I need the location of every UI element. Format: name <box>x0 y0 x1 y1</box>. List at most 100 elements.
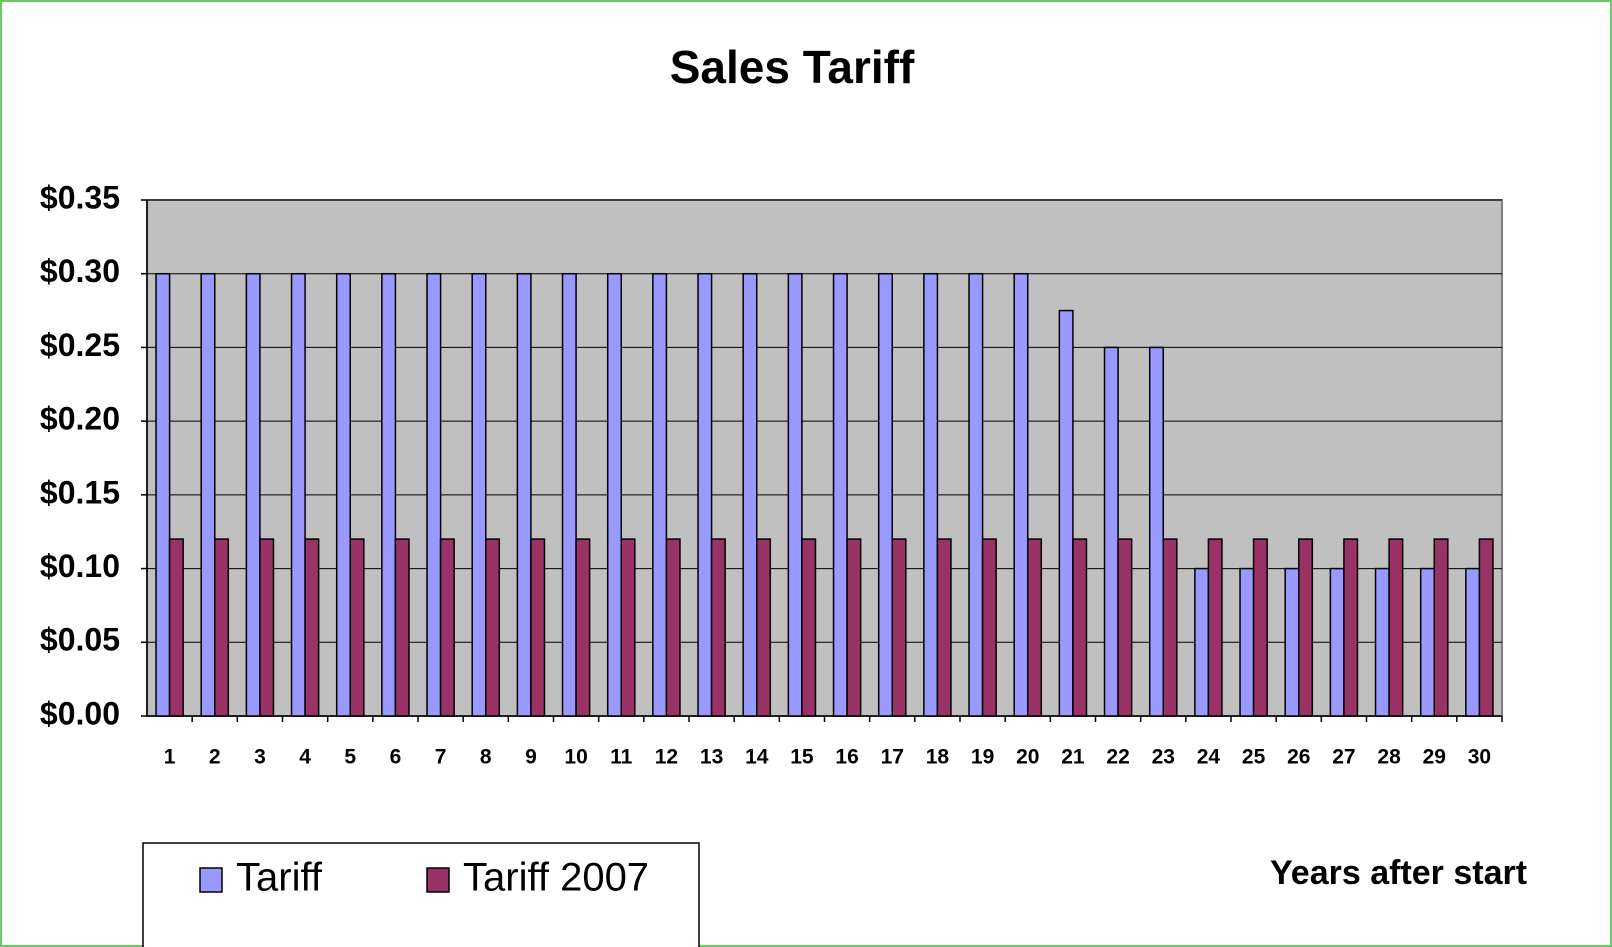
x-tick-label: 2 <box>209 746 221 769</box>
bar <box>891 538 907 717</box>
bar <box>1284 567 1300 717</box>
bar <box>168 538 184 717</box>
y-tick-label: $0.35 <box>40 179 120 215</box>
x-tick-label: 22 <box>1106 746 1129 769</box>
bar <box>335 272 352 717</box>
bar <box>846 538 862 717</box>
bar <box>1027 538 1043 717</box>
bar <box>1329 567 1345 717</box>
x-tick-label: 11 <box>610 746 633 769</box>
legend-label: Tariff 2007 <box>463 856 649 900</box>
x-tick-label: 8 <box>480 746 492 769</box>
bar <box>1013 272 1029 717</box>
bar <box>214 538 230 717</box>
legend-box <box>142 842 700 947</box>
x-tick-label: 5 <box>344 746 356 769</box>
x-tick-label: 28 <box>1377 746 1401 769</box>
y-tick-label: $0.20 <box>40 401 120 437</box>
bar <box>1433 538 1449 717</box>
bar <box>652 272 668 717</box>
bar <box>155 272 171 717</box>
bar <box>710 538 726 717</box>
bar <box>787 272 803 717</box>
bar <box>575 538 591 717</box>
bar <box>697 272 713 717</box>
x-tick-label: 16 <box>835 746 858 769</box>
bar <box>259 538 275 717</box>
bar <box>1478 538 1494 717</box>
chart-title: Sales Tariff <box>670 41 915 93</box>
bar <box>1343 538 1359 717</box>
bar <box>471 272 487 717</box>
y-tick-label: $0.15 <box>40 474 120 510</box>
bar <box>620 538 636 717</box>
x-tick-label: 9 <box>525 746 537 769</box>
x-tick-label: 12 <box>655 746 678 769</box>
x-tick-label: 13 <box>700 746 723 769</box>
legend-swatch <box>426 867 450 893</box>
bar <box>1072 538 1088 717</box>
bar <box>801 538 817 717</box>
bar <box>936 538 952 717</box>
x-tick-label: 17 <box>881 746 904 769</box>
bar <box>606 272 623 717</box>
x-tick-label: 4 <box>299 746 311 769</box>
legend-label: Tariff <box>236 856 323 900</box>
bar <box>290 272 306 717</box>
bar <box>1388 538 1404 717</box>
bar <box>756 538 772 717</box>
x-tick-label: 15 <box>790 746 814 769</box>
x-tick-label: 7 <box>435 746 447 769</box>
bar <box>439 538 455 717</box>
legend-swatch <box>199 867 223 893</box>
bar <box>877 272 894 717</box>
bar <box>1252 538 1268 717</box>
bar <box>832 272 848 717</box>
x-axis-label: Years after start <box>1270 854 1527 892</box>
bar <box>1162 538 1178 717</box>
bar <box>1148 346 1164 717</box>
x-tick-label: 10 <box>564 746 587 769</box>
x-tick-label: 3 <box>254 746 266 769</box>
bar <box>968 272 984 717</box>
bar <box>1419 567 1435 717</box>
x-tick-label: 30 <box>1468 746 1491 769</box>
bar <box>530 538 546 717</box>
bar <box>1374 567 1390 717</box>
x-tick-label: 14 <box>745 746 769 769</box>
bar <box>1239 567 1255 717</box>
bar <box>742 272 758 717</box>
x-tick-label: 25 <box>1242 746 1266 769</box>
y-tick-label: $0.25 <box>40 327 120 363</box>
x-tick-label: 20 <box>1016 746 1039 769</box>
bar <box>426 272 442 717</box>
bar <box>1207 538 1223 717</box>
x-tick-label: 1 <box>164 746 176 769</box>
bar <box>1194 567 1210 717</box>
bar <box>304 538 320 717</box>
y-tick-label: $0.10 <box>40 548 120 584</box>
x-tick-label: 26 <box>1287 746 1310 769</box>
bar <box>561 272 577 717</box>
x-tick-label: 18 <box>926 746 950 769</box>
bar <box>245 272 261 717</box>
bar <box>381 272 397 717</box>
bar <box>981 538 997 717</box>
x-tick-label: 24 <box>1197 746 1221 769</box>
bar <box>1117 538 1133 717</box>
bar <box>485 538 501 717</box>
bar <box>1298 538 1314 717</box>
x-tick-label: 6 <box>390 746 402 769</box>
y-tick-label: $0.05 <box>40 622 120 658</box>
y-tick-label: $0.00 <box>40 695 120 731</box>
y-tick-label: $0.30 <box>40 253 120 289</box>
bar <box>200 272 216 717</box>
x-tick-label: 23 <box>1152 746 1175 769</box>
bar <box>665 538 681 717</box>
bar <box>394 538 410 717</box>
bar <box>1058 309 1074 717</box>
x-tick-label: 29 <box>1423 746 1446 769</box>
bar <box>516 272 532 717</box>
